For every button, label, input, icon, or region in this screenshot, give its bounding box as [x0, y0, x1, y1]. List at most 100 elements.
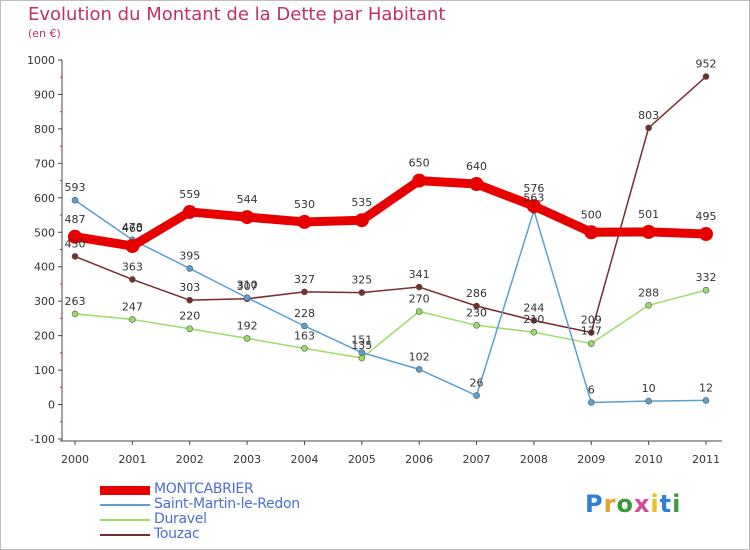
y-tick-label: 300 [34, 295, 55, 308]
data-point [186, 296, 194, 304]
data-point [71, 196, 79, 204]
data-point [129, 316, 136, 323]
data-point [68, 229, 82, 244]
data-label: 325 [351, 274, 372, 287]
data-point [645, 397, 652, 405]
data-label: 303 [179, 281, 200, 294]
data-point [182, 204, 197, 219]
data-label: 500 [581, 208, 602, 221]
legend-label: Touzac [154, 526, 200, 542]
data-point [354, 213, 369, 228]
x-tick-label: 2008 [520, 453, 548, 466]
proxiti-logo: Proxiti [585, 490, 681, 518]
data-label: 535 [351, 196, 372, 209]
data-point [530, 317, 538, 324]
data-label: 192 [237, 319, 258, 332]
data-point [473, 302, 480, 310]
y-tick-label: 1000 [27, 54, 55, 67]
x-tick-label: 2000 [61, 453, 89, 466]
data-point [641, 224, 656, 239]
data-point [469, 177, 484, 192]
data-label: 576 [523, 182, 544, 195]
data-label: 102 [409, 350, 430, 363]
data-point [358, 354, 366, 362]
data-point [186, 325, 194, 333]
data-label: 530 [294, 198, 315, 211]
data-label: 460 [122, 222, 143, 235]
data-label: 332 [696, 271, 717, 284]
data-label: 151 [351, 334, 372, 347]
data-label: 307 [237, 280, 258, 293]
chart-title: Evolution du Montant de la Dette par Hab… [28, 4, 446, 25]
data-label: 501 [638, 208, 659, 221]
data-point [584, 225, 599, 240]
data-point [243, 294, 251, 302]
data-point [301, 322, 308, 330]
data-point [473, 321, 480, 329]
data-label: 177 [581, 325, 602, 338]
data-label: 478 [122, 221, 143, 234]
data-label: 135 [351, 339, 372, 352]
series-line [74, 75, 707, 334]
data-label: 395 [179, 249, 200, 262]
chart-subtitle: (en €) [28, 27, 61, 40]
y-tick-label: 200 [34, 330, 55, 343]
data-point [702, 73, 710, 80]
data-point [129, 276, 136, 283]
data-point [243, 335, 251, 342]
data-point [415, 366, 423, 373]
data-point [301, 288, 308, 296]
data-label: 952 [696, 58, 717, 71]
series-line [74, 289, 707, 359]
data-label: 650 [409, 157, 430, 170]
data-label: 230 [466, 306, 487, 319]
legend-label: Duravel [154, 511, 207, 527]
logo-letter: t [659, 490, 673, 518]
data-label: 12 [699, 381, 713, 394]
data-point [297, 214, 312, 229]
data-point [645, 124, 652, 132]
x-tick-label: 2009 [577, 453, 605, 466]
data-label: 559 [179, 188, 200, 201]
data-point [526, 199, 541, 214]
data-point [71, 310, 79, 318]
y-tick-label: 100 [34, 364, 55, 377]
x-tick-label: 2005 [348, 453, 376, 466]
data-label: 803 [638, 109, 659, 122]
data-point [358, 349, 366, 356]
x-tick-label: 2002 [176, 453, 204, 466]
data-point [699, 226, 713, 241]
data-point [587, 399, 595, 406]
data-point [301, 345, 308, 352]
data-label: 209 [581, 314, 602, 327]
y-tick-label: 500 [34, 226, 55, 239]
data-labels: 487 460 559 544 530 535 650 640 576 500 501 495 593 4… [65, 58, 717, 397]
logo-letter: i [650, 490, 660, 518]
data-point [587, 329, 595, 336]
logo-letter: o [616, 490, 634, 518]
data-point [530, 328, 538, 336]
data-label: 228 [294, 307, 315, 320]
series-layer [68, 73, 713, 406]
y-tick-label: 800 [34, 123, 55, 136]
y-tick-label: 0 [48, 399, 55, 412]
x-tick-label: 2006 [405, 453, 433, 466]
data-point [412, 173, 427, 188]
data-point [240, 210, 255, 225]
y-tick-label: 700 [34, 157, 55, 170]
data-label: 640 [466, 160, 487, 173]
legend-label: MONTCABRIER [154, 481, 254, 497]
y-tick-label: 900 [34, 88, 55, 101]
logo-letter: P [585, 490, 604, 518]
data-label: 327 [294, 273, 315, 286]
data-label: 247 [122, 300, 143, 313]
data-label: 6 [588, 383, 595, 396]
data-label: 244 [523, 301, 544, 314]
data-point [71, 253, 79, 260]
data-label: 563 [523, 192, 544, 205]
axes: -100 0 100 200 300 400 500 600 700 800 900 1000 2000… [27, 54, 722, 466]
x-tick-label: 2007 [463, 453, 491, 466]
logo-letter: i [672, 490, 682, 518]
x-tick-label: 2001 [118, 453, 146, 466]
data-label: 310 [237, 279, 258, 292]
